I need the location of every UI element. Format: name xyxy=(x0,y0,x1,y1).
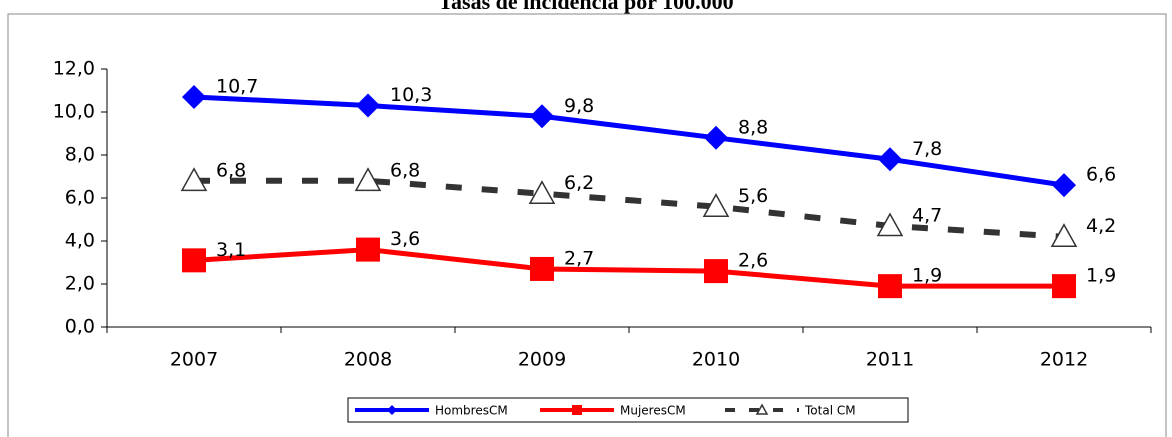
data-label: 6,8 xyxy=(216,159,246,181)
marker xyxy=(1050,223,1078,248)
x-tick-label: 2010 xyxy=(692,349,740,371)
y-tick-label: 2,0 xyxy=(65,273,95,295)
data-label: 5,6 xyxy=(738,185,768,207)
x-tick-label: 2007 xyxy=(170,349,218,371)
y-tick-label: 12,0 xyxy=(53,58,95,80)
x-tick-label: 2011 xyxy=(866,349,914,371)
data-label: 10,7 xyxy=(216,75,258,97)
marker xyxy=(876,212,904,237)
marker xyxy=(530,104,554,129)
data-label: 1,9 xyxy=(1086,265,1116,287)
marker xyxy=(704,259,728,284)
data-label: 2,7 xyxy=(564,247,594,269)
legend-box xyxy=(347,397,909,423)
series-line xyxy=(194,177,1065,240)
data-label: 1,9 xyxy=(912,265,942,287)
marker xyxy=(878,274,902,299)
legend-label: Total CM xyxy=(804,404,856,418)
marker xyxy=(354,167,382,192)
legend-marker xyxy=(387,405,397,415)
data-label: 3,6 xyxy=(390,228,420,250)
data-label: 7,8 xyxy=(912,138,942,160)
chart-title: Tasas de incidencia por 100.000 xyxy=(438,0,733,14)
legend-marker xyxy=(572,405,582,415)
x-tick-label: 2009 xyxy=(518,349,566,371)
series-line xyxy=(193,247,1064,289)
data-label: 10,3 xyxy=(390,84,432,106)
marker xyxy=(878,147,902,172)
series-line xyxy=(193,94,1065,188)
marker xyxy=(530,256,554,281)
data-label: 4,2 xyxy=(1086,215,1116,237)
legend-marker xyxy=(755,403,769,415)
marker xyxy=(702,193,730,217)
y-tick-label: 0,0 xyxy=(65,316,95,338)
y-tick-label: 8,0 xyxy=(65,144,95,166)
chart-frame xyxy=(7,13,1167,437)
marker xyxy=(528,180,556,205)
data-label: 3,1 xyxy=(216,239,246,261)
data-label: 6,6 xyxy=(1086,164,1116,186)
legend-label: MujeresCM xyxy=(620,404,686,418)
data-label: 2,6 xyxy=(738,250,768,272)
marker xyxy=(1052,274,1076,299)
data-label: 9,8 xyxy=(564,95,594,117)
data-label: 6,8 xyxy=(390,159,420,181)
legend-label: HombresCM xyxy=(435,404,508,418)
x-tick-label: 2012 xyxy=(1040,349,1088,371)
marker xyxy=(356,237,380,262)
data-label: 4,7 xyxy=(912,204,942,226)
marker xyxy=(182,84,206,109)
y-tick-label: 6,0 xyxy=(65,187,95,209)
marker xyxy=(356,93,380,118)
y-tick-label: 10,0 xyxy=(53,101,95,123)
data-label: 6,2 xyxy=(564,172,594,194)
y-tick-label: 4,0 xyxy=(65,230,95,252)
marker xyxy=(1052,173,1076,198)
data-label: 8,8 xyxy=(738,116,768,138)
marker xyxy=(182,248,206,273)
x-tick-label: 2008 xyxy=(344,349,392,371)
marker xyxy=(704,125,728,150)
marker xyxy=(180,167,208,192)
